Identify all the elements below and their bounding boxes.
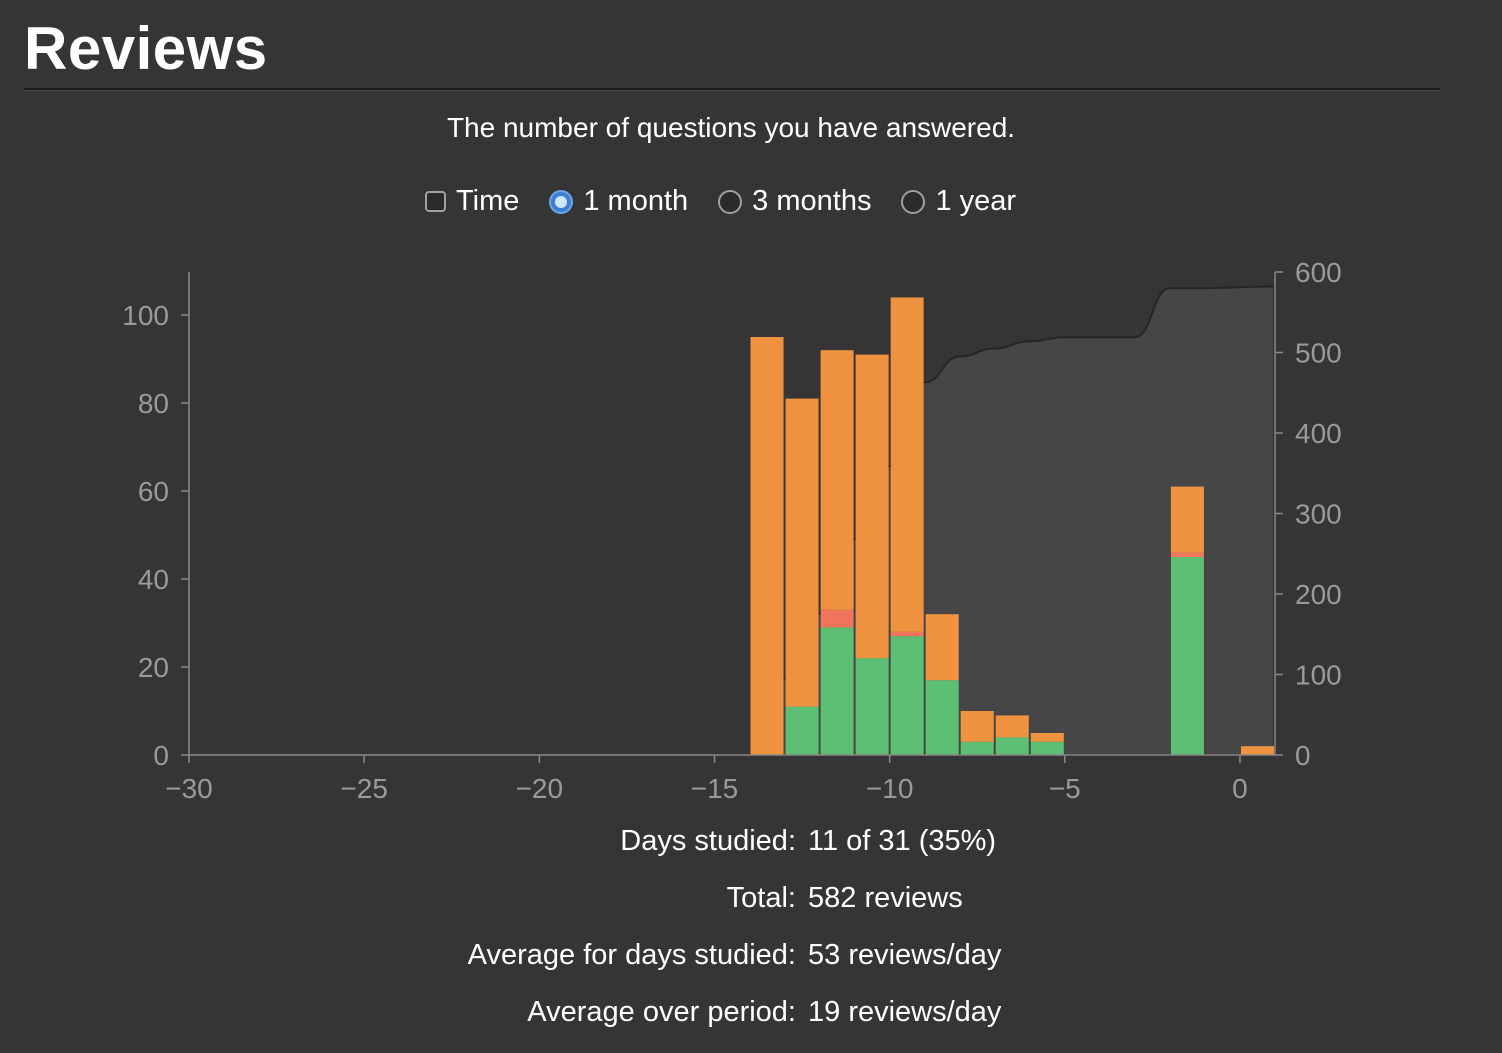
bar-segment: [1170, 552, 1204, 557]
bar-segment: [1170, 486, 1204, 553]
y-left-tick-label: 0: [153, 740, 169, 771]
bar-segment: [995, 715, 1029, 738]
range-1-year-radio[interactable]: [901, 189, 926, 214]
range-3-months-label: 3 months: [752, 185, 872, 217]
range-1-year-label: 1 year: [935, 185, 1017, 217]
y-right-tick-label: 0: [1295, 740, 1311, 771]
range-3-months-radio[interactable]: [718, 189, 743, 214]
x-tick-label: −5: [1049, 773, 1081, 804]
bar-segment: [1170, 557, 1204, 755]
time-label: Time: [456, 185, 520, 217]
stat-label: Days studied:: [620, 825, 796, 857]
y-right-tick-label: 200: [1295, 579, 1342, 610]
y-right-tick-label: 400: [1295, 418, 1342, 449]
bar-segment: [890, 631, 924, 637]
y-left-tick-label: 100: [122, 300, 169, 331]
range-controls: Time 1 month 3 months 1 year: [425, 185, 1046, 218]
y-right-tick-label: 300: [1295, 499, 1342, 530]
y-left-tick-label: 80: [138, 388, 169, 419]
bar-segment: [925, 614, 959, 681]
stats-table: Days studied: 11 of 31 (35%) Total: 582 …: [0, 825, 1502, 1053]
bar-segment: [820, 609, 854, 628]
reviews-chart: −30 −25 −20 −15 −10 −5 0 0 20 40 60 80 100 0 100 200 300…: [122, 257, 1342, 804]
bar-segment: [1030, 741, 1064, 755]
range-3-months[interactable]: 3 months: [718, 185, 871, 218]
time-toggle[interactable]: Time: [425, 185, 519, 218]
stat-label: Average over period:: [527, 996, 796, 1028]
stat-row-days-studied: Days studied: 11 of 31 (35%): [0, 825, 1502, 882]
bar-segment: [855, 658, 889, 755]
stat-row-total: Total: 582 reviews: [0, 882, 1502, 939]
time-checkbox[interactable]: [425, 191, 446, 212]
section-title: Reviews: [24, 15, 268, 82]
x-tick-label: −30: [165, 773, 213, 804]
y-right-tick-label: 100: [1295, 660, 1342, 691]
bar-segment: [785, 398, 819, 707]
bar-segment: [820, 627, 854, 755]
range-1-month[interactable]: 1 month: [549, 185, 688, 218]
stat-label: Average for days studied:: [467, 939, 796, 971]
stat-value: 11 of 31 (35%): [808, 825, 997, 857]
bar-segment: [1240, 746, 1274, 755]
stat-value: 19 reviews/day: [808, 996, 1002, 1028]
x-tick-label: −10: [866, 773, 914, 804]
range-1-month-radio[interactable]: [549, 189, 574, 214]
chart-subtitle: The number of questions you have answere…: [446, 112, 1016, 143]
bar-segment: [890, 636, 924, 755]
x-tick-label: −15: [691, 773, 739, 804]
bar-segment: [855, 354, 889, 659]
bar-segment: [785, 706, 819, 755]
stat-label: Total:: [726, 882, 796, 914]
bar-segment: [960, 741, 994, 755]
y-left-tick-label: 20: [138, 652, 169, 683]
bar-segment: [1030, 733, 1064, 742]
x-tick-label: −20: [516, 773, 564, 804]
title-divider: [24, 88, 1440, 91]
y-left-tick-label: 60: [138, 476, 169, 507]
stat-row-average-days-studied: Average for days studied: 53 reviews/day: [0, 939, 1502, 996]
stat-value: 53 reviews/day: [808, 939, 1002, 971]
stat-row-average-period: Average over period: 19 reviews/day: [0, 996, 1502, 1053]
x-tick-label: −25: [340, 773, 388, 804]
bar-segment: [750, 337, 784, 755]
stat-value: 582 reviews: [808, 882, 963, 914]
bar-segment: [995, 737, 1029, 755]
range-1-year[interactable]: 1 year: [901, 185, 1016, 218]
y-right-tick-label: 600: [1295, 257, 1342, 288]
y-right-tick-label: 500: [1295, 338, 1342, 369]
range-1-month-label: 1 month: [583, 185, 689, 217]
bar-segment: [820, 350, 854, 610]
bar-segment: [890, 297, 924, 632]
bar-segment: [925, 680, 959, 755]
y-left-tick-label: 40: [138, 564, 169, 595]
bar-segment: [960, 711, 994, 742]
x-tick-label: 0: [1232, 773, 1248, 804]
